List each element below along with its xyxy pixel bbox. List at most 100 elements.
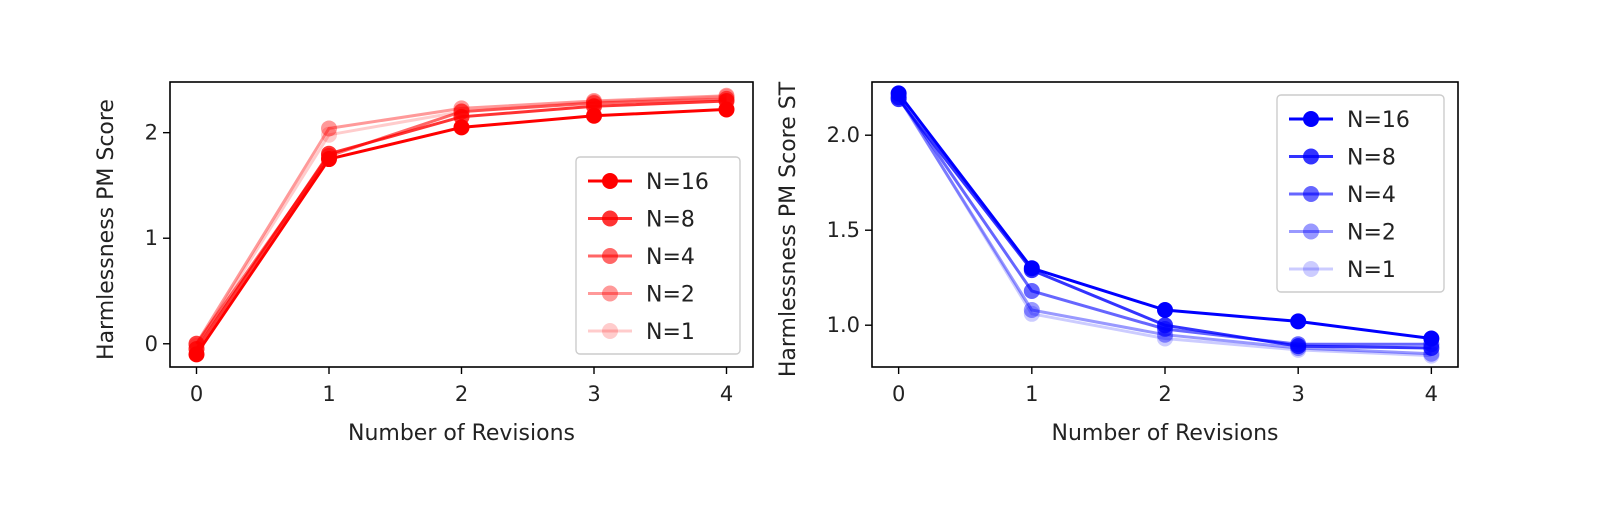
- legend-label: N=2: [1347, 221, 1396, 246]
- legend-item: N=4: [1289, 183, 1396, 208]
- legend-label: N=4: [646, 245, 695, 270]
- data-point: [586, 93, 602, 109]
- legend-box: [1276, 94, 1445, 293]
- data-point: [453, 103, 470, 120]
- data-point: [1423, 345, 1440, 362]
- legend: N=16 N=8 N=4 N=2 N=1: [1276, 94, 1445, 293]
- x-tick-label: 4: [1425, 382, 1438, 406]
- data-point: [586, 95, 602, 112]
- data-point: [321, 120, 337, 137]
- legend-marker: [602, 285, 618, 302]
- x-tick-label: 0: [190, 382, 203, 406]
- x-axis-label: Number of Revisions: [1052, 421, 1279, 446]
- data-point: [718, 87, 735, 104]
- data-point: [453, 100, 470, 117]
- series-line: [897, 96, 1432, 356]
- chart-panel-2: 0 1 2 3 4 1.0 1.5 2.0 Number of Revisions Harmles…: [776, 81, 1459, 446]
- data-point: [1157, 326, 1173, 343]
- legend-label: N=8: [646, 208, 695, 233]
- data-point: [1423, 336, 1440, 353]
- y-axis-label: Harmlessness PM Score: [94, 99, 119, 360]
- legend-marker: [1303, 261, 1319, 277]
- series-n-4: [188, 90, 735, 352]
- series-n-4: [890, 89, 1440, 353]
- data-point: [890, 89, 907, 106]
- data-point: [1023, 305, 1040, 322]
- x-tick-label: 0: [892, 382, 905, 406]
- legend-item: N=2: [1289, 221, 1396, 246]
- legend-box: [575, 156, 741, 355]
- data-point: [188, 335, 205, 352]
- legend-item: N=1: [1289, 258, 1396, 283]
- legend-marker: [1303, 148, 1319, 165]
- series-n-1: [890, 87, 1440, 364]
- y-tick-label: 2.0: [827, 123, 860, 147]
- data-point: [890, 89, 907, 106]
- x-tick-label: 3: [587, 382, 600, 406]
- x-tick-label: 2: [1158, 382, 1171, 406]
- data-point: [188, 337, 205, 354]
- data-point: [1290, 340, 1307, 356]
- legend-label: N=1: [646, 320, 695, 345]
- data-point: [718, 90, 735, 107]
- data-point: [1290, 336, 1307, 353]
- data-point: [188, 335, 205, 352]
- legend-marker: [602, 323, 618, 339]
- data-point: [321, 126, 337, 143]
- x-tick-label: 1: [1025, 382, 1038, 406]
- data-point: [453, 103, 470, 120]
- legend-marker: [602, 210, 618, 227]
- x-tick-label: 4: [720, 382, 733, 406]
- x-axis-label: Number of Revisions: [348, 421, 575, 446]
- y-tick-label: 2: [145, 121, 158, 145]
- data-point: [1023, 262, 1040, 279]
- legend-item: N=4: [588, 245, 695, 270]
- series-n-2: [890, 89, 1440, 362]
- legend-item: N=1: [588, 320, 695, 345]
- legend-label: N=16: [646, 170, 709, 195]
- legend-marker: [1303, 111, 1319, 127]
- legend-label: N=1: [1347, 258, 1396, 283]
- legend-marker: [1303, 223, 1319, 240]
- series-n-2: [188, 87, 735, 352]
- data-point: [321, 147, 337, 164]
- legend: N=16 N=8 N=4 N=2 N=1: [575, 156, 741, 355]
- data-point: [1157, 302, 1173, 318]
- data-point: [718, 88, 735, 105]
- legend-label: N=4: [1347, 183, 1396, 208]
- x-tick-label: 1: [322, 382, 335, 406]
- data-point: [586, 94, 602, 111]
- legend-item: N=8: [588, 208, 695, 233]
- y-tick-label: 1.5: [827, 218, 860, 242]
- series-n-1: [188, 88, 735, 354]
- series-line: [195, 95, 727, 347]
- data-point: [1023, 283, 1040, 299]
- legend-label: N=2: [646, 283, 695, 308]
- chart-panel-1: 0 1 2 3 4 0 1 2 Number of Revisions Harmlessness …: [94, 81, 754, 446]
- x-tick-label: 2: [455, 382, 468, 406]
- series-line: [897, 94, 1432, 358]
- y-axis-label: Harmlessness PM Score ST: [776, 81, 801, 377]
- legend-item: N=8: [1289, 146, 1396, 171]
- data-point: [1290, 341, 1307, 358]
- legend-item: N=16: [1289, 108, 1410, 133]
- legend-item: N=16: [588, 170, 709, 195]
- data-point: [1290, 313, 1307, 330]
- y-tick-label: 0: [145, 332, 158, 356]
- x-tick-label: 3: [1291, 382, 1304, 406]
- data-point: [1157, 321, 1173, 337]
- data-point: [1157, 330, 1173, 347]
- y-tick-label: 1: [145, 226, 158, 250]
- y-tick-label: 1.0: [827, 313, 860, 337]
- legend-marker: [1303, 186, 1319, 202]
- legend-label: N=16: [1347, 108, 1410, 133]
- legend-marker: [602, 248, 618, 264]
- data-point: [1423, 347, 1440, 364]
- series-line: [195, 94, 727, 345]
- data-point: [1023, 302, 1040, 318]
- legend-label: N=8: [1347, 146, 1396, 171]
- legend-marker: [602, 173, 618, 189]
- legend-item: N=2: [588, 283, 695, 308]
- data-point: [890, 87, 907, 104]
